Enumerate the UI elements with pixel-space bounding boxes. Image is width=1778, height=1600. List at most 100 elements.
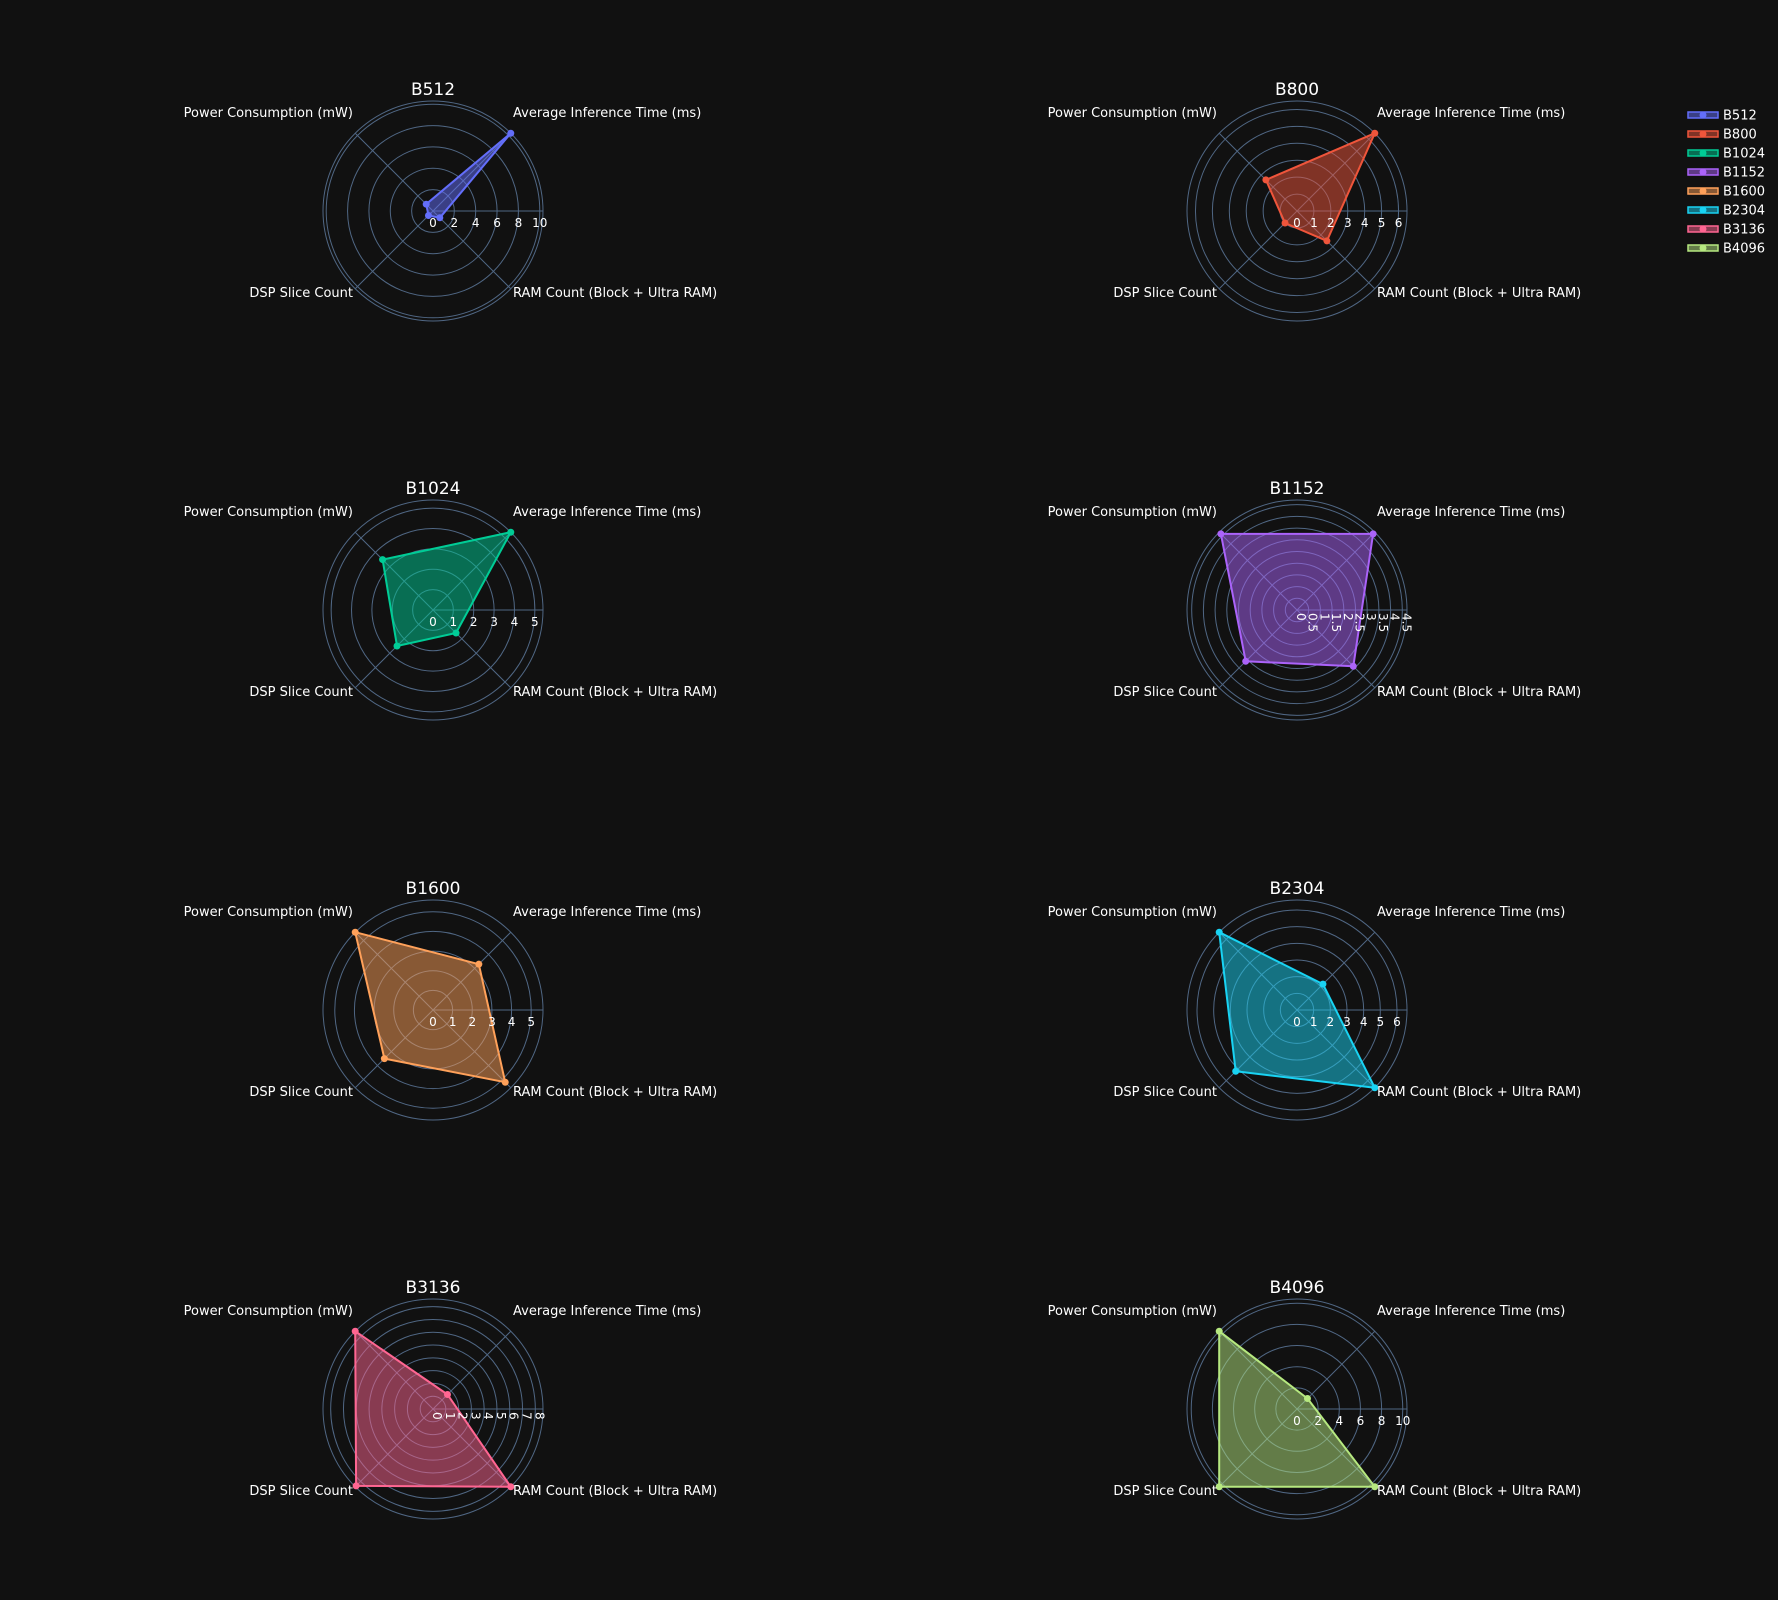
series-area <box>1219 532 1375 668</box>
axis-label: Power Consumption (mW) <box>1048 1304 1217 1319</box>
data-point <box>1371 1483 1379 1491</box>
data-point <box>1262 176 1270 184</box>
radial-tick-label: 3 <box>1343 1015 1351 1029</box>
radial-tick-label: 6 <box>1357 1414 1365 1428</box>
radar-subplot-b1600: 0 1 2 3 4 5 Average Inference Time (ms) Power C… <box>184 879 717 1121</box>
radial-tick-label: 10 <box>1395 1414 1410 1428</box>
radial-tick-label: 4.5 <box>1399 613 1413 632</box>
radial-tick-label: 1 <box>449 1015 457 1029</box>
axis-label: Power Consumption (mW) <box>184 505 353 520</box>
radial-tick-label: 6 <box>493 216 501 230</box>
legend-marker <box>1699 149 1707 157</box>
data-point <box>1232 1067 1240 1075</box>
axis-label: RAM Count (Block + Ultra RAM) <box>513 286 717 301</box>
radial-tick-label: 5 <box>531 615 539 629</box>
data-point <box>351 1327 359 1335</box>
radial-tick-label: 4 <box>511 615 519 629</box>
data-point <box>443 1391 451 1399</box>
axis-label: DSP Slice Count <box>249 1484 353 1499</box>
legend-item-b3136: B3136 <box>1687 223 1765 238</box>
subplot-title: B2304 <box>1270 879 1325 899</box>
data-point <box>393 642 401 650</box>
legend-label: B2304 <box>1723 204 1765 219</box>
axis-label: Power Consumption (mW) <box>1048 905 1217 920</box>
legend-item-b1152: B1152 <box>1687 166 1765 181</box>
radial-tick-label: 2 <box>1327 1015 1335 1029</box>
data-point <box>1323 237 1331 245</box>
data-point <box>1303 1395 1311 1403</box>
subplot-title: B1600 <box>406 879 461 899</box>
legend-item-b1600: B1600 <box>1687 185 1765 200</box>
legend-marker <box>1699 130 1707 138</box>
data-point <box>1217 530 1225 538</box>
radar-subplot-b512: 0 2 4 6 8 10 Average Inference Time (ms) Power … <box>184 80 717 322</box>
radial-tick-label: 0.5 <box>1306 613 1320 632</box>
data-point <box>1371 1084 1379 1092</box>
data-point <box>1371 129 1379 137</box>
radial-tick-label: 0 <box>1293 216 1301 230</box>
radial-tick-label: 3 <box>1364 613 1378 621</box>
radial-tick-label: 4 <box>1335 1414 1343 1428</box>
data-point <box>1369 530 1377 538</box>
axis-label: Average Inference Time (ms) <box>1377 106 1565 121</box>
radial-tick-label: 4 <box>481 1412 495 1420</box>
legend-label: B3136 <box>1723 223 1765 238</box>
radar-subplot-b2304: 0 1 2 3 4 5 6 Average Inference Time (ms) Power … <box>1048 879 1581 1121</box>
data-point <box>1215 928 1223 936</box>
axis-label: Average Inference Time (ms) <box>1377 905 1565 920</box>
legend-label: B512 <box>1723 109 1757 124</box>
data-point <box>507 129 515 137</box>
radial-tick-label: 3.5 <box>1376 613 1390 632</box>
radial-tick-label: 7 <box>520 1412 534 1420</box>
radial-tick-label: 3 <box>1344 216 1352 230</box>
radial-tick-label: 2 <box>1341 613 1355 621</box>
radial-tick-label: 4 <box>472 216 480 230</box>
legend-label: B1600 <box>1723 185 1765 200</box>
radial-tick-label: 3 <box>490 615 498 629</box>
subplot-title: B1024 <box>406 479 461 499</box>
subplot-title: B3136 <box>406 1278 461 1298</box>
radial-tick-label: 1 <box>443 1412 457 1420</box>
radial-tick-label: 3 <box>468 1412 482 1420</box>
radial-tick-label: 1 <box>1310 216 1318 230</box>
radial-tick-label: 1 <box>450 615 458 629</box>
radial-tick-label: 0 <box>429 615 437 629</box>
legend-marker <box>1699 206 1707 214</box>
legend-item-b800: B800 <box>1687 128 1757 143</box>
data-point <box>1215 1327 1223 1335</box>
radial-tick-label: 1 <box>1310 1015 1318 1029</box>
data-point <box>351 928 359 936</box>
axis-label: Average Inference Time (ms) <box>513 106 701 121</box>
radial-tick-label: 2 <box>456 1412 470 1420</box>
grid-spoke <box>432 210 512 290</box>
data-point <box>1281 219 1289 227</box>
axis-label: Average Inference Time (ms) <box>513 1304 701 1319</box>
radar-subplot-b800: 0 1 2 3 4 5 6 Average Inference Time (ms) Power … <box>1048 80 1581 322</box>
legend-label: B4096 <box>1723 242 1765 257</box>
axis-label: Average Inference Time (ms) <box>1377 505 1565 520</box>
radial-tick-label: 2 <box>1314 1414 1322 1428</box>
radial-tick-label: 2 <box>1327 216 1335 230</box>
data-point <box>380 1055 388 1063</box>
axis-label: DSP Slice Count <box>1113 1484 1217 1499</box>
radial-tick-label: 2.5 <box>1353 613 1367 632</box>
axis-label: RAM Count (Block + Ultra RAM) <box>1377 1484 1581 1499</box>
grid-spoke <box>354 210 434 290</box>
radial-tick-label: 3 <box>488 1015 496 1029</box>
axis-label: DSP Slice Count <box>249 286 353 301</box>
legend-item-b4096: B4096 <box>1687 242 1765 257</box>
data-point <box>1349 662 1357 670</box>
legend-marker <box>1699 187 1707 195</box>
data-point <box>352 1482 360 1490</box>
data-point <box>436 214 444 222</box>
grid-spoke <box>354 132 434 212</box>
radial-tick-label: 5 <box>1377 1015 1385 1029</box>
radial-tick-label: 1.5 <box>1329 613 1343 632</box>
axis-label: RAM Count (Block + Ultra RAM) <box>1377 286 1581 301</box>
data-point <box>475 960 483 968</box>
subplot-title: B512 <box>411 80 455 100</box>
radial-tick-label: 0 <box>1294 613 1308 621</box>
legend-label: B800 <box>1723 128 1757 143</box>
axis-label: RAM Count (Block + Ultra RAM) <box>1377 1085 1581 1100</box>
